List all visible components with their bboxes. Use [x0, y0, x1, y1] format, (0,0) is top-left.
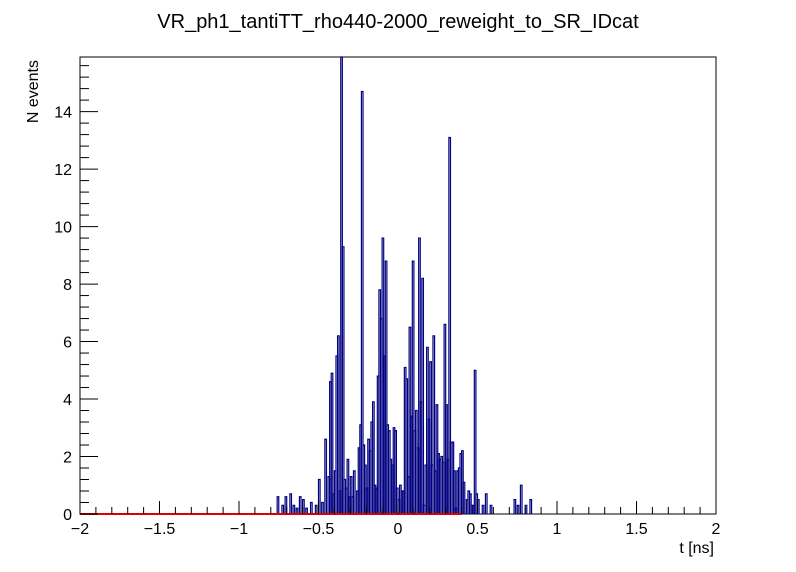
x-tick-label: 1.5: [625, 521, 647, 538]
y-tick-label: 10: [54, 220, 72, 237]
histogram-bin: [411, 260, 415, 514]
histogram-bin: [281, 504, 285, 514]
x-tick-label: 0: [394, 521, 403, 538]
histogram-bin: [529, 499, 533, 514]
y-axis-ticks: 0 2 4 6 8 10 12 14: [54, 65, 98, 524]
x-tick-label: 2: [712, 521, 721, 538]
histogram-bin: [341, 246, 345, 514]
y-tick-label: 0: [63, 507, 72, 524]
histogram-bin: [384, 260, 388, 514]
histogram-bin: [462, 481, 466, 514]
histogram-bin: [289, 493, 293, 514]
histogram-bin: [432, 335, 436, 514]
histogram-bin: [298, 496, 302, 514]
histogram-bin: [519, 484, 523, 514]
histogram-bin: [314, 504, 318, 514]
histogram-bin: [349, 476, 353, 514]
histogram-bars: [276, 56, 533, 514]
histogram-bin: [418, 237, 421, 514]
histogram-bin: [352, 470, 356, 514]
x-tick-label: −0.5: [303, 521, 335, 538]
histogram-bin: [330, 372, 334, 514]
histogram-bin: [405, 378, 409, 514]
histogram-bin: [484, 493, 488, 514]
histogram-bin: [489, 504, 493, 514]
histogram-bin: [360, 90, 364, 514]
histogram-bin: [317, 478, 321, 514]
histogram-bin: [371, 401, 375, 514]
histogram-bin: [336, 335, 340, 514]
histogram-bin: [516, 504, 520, 514]
y-tick-label: 2: [63, 450, 72, 467]
x-tick-label: 1: [553, 521, 562, 538]
histogram-bin: [292, 504, 296, 514]
histogram-bin: [453, 470, 456, 514]
x-tick-label: −1: [230, 521, 248, 538]
histogram-bin: [513, 499, 517, 514]
histogram-bin: [324, 438, 328, 514]
chart-title: VR_ph1_tantiTT_rho440-2000_reweight_to_S…: [157, 11, 639, 33]
plot-frame: [79, 56, 717, 515]
histogram-bin: [421, 277, 425, 514]
histogram-bin: [429, 361, 432, 514]
histogram-bin: [302, 499, 305, 514]
y-axis-label: N events: [25, 60, 42, 123]
histogram-bin: [394, 430, 398, 514]
y-tick-label: 12: [54, 162, 72, 179]
x-tick-label: −2: [71, 521, 89, 538]
histogram-bin: [284, 496, 288, 514]
x-axis-label: t [ns]: [679, 540, 714, 557]
histogram-bin: [295, 507, 299, 514]
x-axis-ticks: −2 −1.5 −1 −0.5 0 0.5 1 1.5 2: [71, 501, 721, 538]
x-tick-label: −1.5: [144, 521, 176, 538]
histogram-bin: [481, 504, 485, 514]
x-tick-label: 0.5: [466, 521, 488, 538]
histogram-bin: [276, 496, 280, 514]
y-tick-label: 4: [63, 392, 72, 409]
y-tick-label: 14: [54, 105, 72, 122]
histogram-bin: [448, 136, 452, 514]
histogram-bin: [473, 369, 477, 514]
plot-area: −2 −1.5 −1 −0.5 0 0.5 1 1.5 2 0 2 4 6 8 10 12 14: [54, 56, 721, 538]
y-tick-label: 8: [63, 277, 72, 294]
histogram-bin: [309, 501, 313, 514]
histogram-bin: [305, 507, 308, 514]
histogram-bin: [468, 493, 472, 514]
y-tick-label: 6: [63, 335, 72, 352]
histogram-bin: [321, 501, 324, 514]
histogram-bin: [346, 458, 350, 514]
